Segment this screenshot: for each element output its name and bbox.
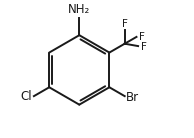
Text: Br: Br [126,91,139,104]
Text: F: F [122,19,128,29]
Text: Cl: Cl [21,90,32,103]
Text: NH₂: NH₂ [68,3,90,16]
Text: F: F [139,32,145,42]
Text: F: F [141,42,147,52]
